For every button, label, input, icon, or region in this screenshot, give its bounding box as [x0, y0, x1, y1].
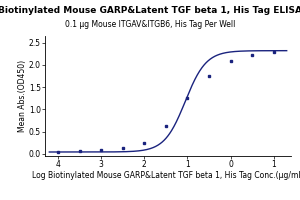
Y-axis label: Mean Abs.(OD450): Mean Abs.(OD450): [18, 60, 27, 132]
X-axis label: Log Biotinylated Mouse GARP&Latent TGF beta 1, His Tag Conc.(μg/ml): Log Biotinylated Mouse GARP&Latent TGF b…: [32, 171, 300, 180]
Text: Biotinylated Mouse GARP&Latent TGF beta 1, His Tag ELISA: Biotinylated Mouse GARP&Latent TGF beta …: [0, 6, 300, 15]
Text: 0.1 μg Mouse ITGAV&ITGB6, His Tag Per Well: 0.1 μg Mouse ITGAV&ITGB6, His Tag Per We…: [65, 20, 235, 29]
